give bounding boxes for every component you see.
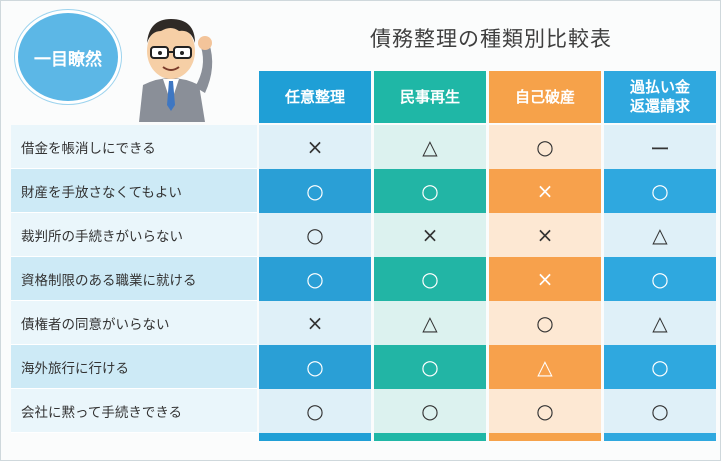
column-footer-strip <box>259 433 371 441</box>
row-label: 会社に黙って手続きできる <box>11 389 257 433</box>
table-cell: ○ <box>259 169 371 214</box>
table-cell: △ <box>374 301 486 346</box>
table-cell: ○ <box>604 345 716 390</box>
table-cell: ○ <box>259 257 371 302</box>
table-cell: ○ <box>489 389 601 434</box>
table-cell: ○ <box>374 169 486 214</box>
row-label: 資格制限のある職業に就ける <box>11 257 257 301</box>
column-header-3: 自己破産 <box>489 71 601 123</box>
table-cell: ○ <box>604 257 716 302</box>
column-footer-strip <box>604 433 716 441</box>
table-cell: × <box>489 257 601 302</box>
table-cell: ○ <box>374 257 486 302</box>
table-cell: ○ <box>259 213 371 258</box>
table-cell: ○ <box>259 389 371 434</box>
page-title: 債務整理の種類別比較表 <box>370 27 612 51</box>
table-cell: ○ <box>489 125 601 170</box>
table-cell: △ <box>604 301 716 346</box>
column-header-4: 過払い金 返還請求 <box>604 71 716 123</box>
table-cell: ○ <box>489 301 601 346</box>
column-header-2: 民事再生 <box>374 71 486 123</box>
table-cell: × <box>259 125 371 170</box>
table-cell: × <box>489 169 601 214</box>
table-cell: × <box>374 213 486 258</box>
table-cell: × <box>259 301 371 346</box>
table-cell: △ <box>604 213 716 258</box>
businessman-illustration <box>139 19 213 122</box>
column-footer-strip <box>374 433 486 441</box>
table-cell: × <box>489 213 601 258</box>
table-cell: ○ <box>259 345 371 390</box>
table-cell: △ <box>489 345 601 390</box>
column-header-1: 任意整理 <box>259 71 371 123</box>
table-cell: ー <box>604 125 716 170</box>
row-label: 借金を帳消しにできる <box>11 125 257 169</box>
table-cell: ○ <box>604 169 716 214</box>
table-cell: ○ <box>604 389 716 434</box>
row-label: 債権者の同意がいらない <box>11 301 257 345</box>
column-footer-strip <box>489 433 601 441</box>
summary-badge: 一目瞭然 <box>15 10 121 104</box>
badge-text: 一目瞭然 <box>34 49 102 70</box>
table-cell: △ <box>374 125 486 170</box>
table-cell: ○ <box>374 345 486 390</box>
row-label: 海外旅行に行ける <box>11 345 257 389</box>
table-cell: ○ <box>374 389 486 434</box>
row-label: 裁判所の手続きがいらない <box>11 213 257 257</box>
row-label: 財産を手放さなくてもよい <box>11 169 257 213</box>
